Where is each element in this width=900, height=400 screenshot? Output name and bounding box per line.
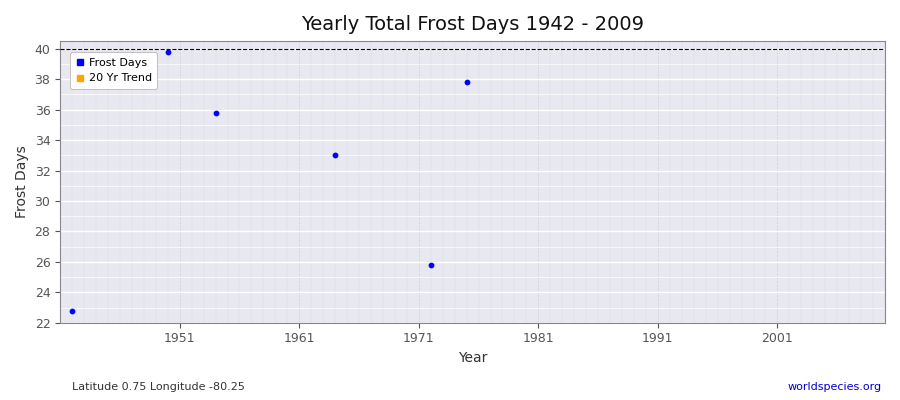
Title: Yearly Total Frost Days 1942 - 2009: Yearly Total Frost Days 1942 - 2009: [302, 15, 644, 34]
Point: [160, 48, 175, 55]
Y-axis label: Frost Days: Frost Days: [15, 146, 29, 218]
Point: [328, 152, 342, 158]
Point: [424, 262, 438, 268]
Text: worldspecies.org: worldspecies.org: [788, 382, 882, 392]
Legend: Frost Days, 20 Yr Trend: Frost Days, 20 Yr Trend: [70, 52, 158, 89]
Point: [459, 79, 473, 86]
Text: Latitude 0.75 Longitude -80.25: Latitude 0.75 Longitude -80.25: [72, 382, 245, 392]
Point: [65, 307, 79, 314]
X-axis label: Year: Year: [458, 351, 487, 365]
Point: [209, 110, 223, 116]
